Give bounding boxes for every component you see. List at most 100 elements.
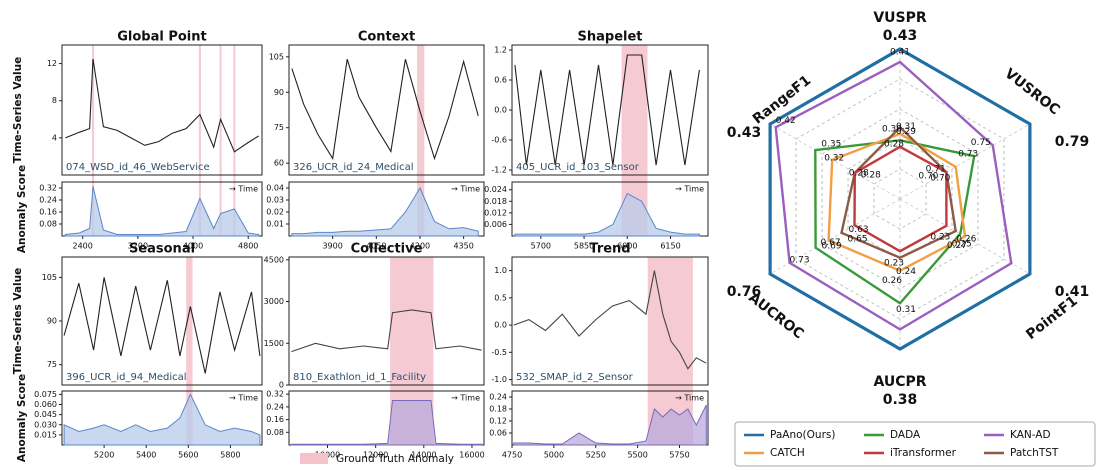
score-area xyxy=(291,186,479,237)
radar-axis-max: 0.38 xyxy=(883,392,918,408)
radar-value-label: 0.73 xyxy=(790,255,810,265)
dataset-label: 405_UCR_id_103_Sensor xyxy=(516,162,640,173)
radar-polygon xyxy=(814,139,976,305)
series-line xyxy=(65,58,259,153)
series-frame xyxy=(61,44,263,176)
x-tick-label: 5750 xyxy=(669,451,689,460)
time-label: → Time xyxy=(675,394,704,403)
x-tick-label: 2400 xyxy=(73,242,93,251)
x-tick-label: 5600 xyxy=(178,451,198,460)
score-tick-label: 0.015 xyxy=(34,430,57,439)
x-tick-label: 12000 xyxy=(363,451,388,460)
radar-value-label: 0.71 xyxy=(926,164,946,174)
y-tick-label: 12 xyxy=(47,59,57,68)
dataset-label: 396_UCR_id_94_Medical xyxy=(66,372,187,383)
legend-label: iTransformer xyxy=(890,447,957,459)
score-tick-label: 0.24 xyxy=(39,196,57,205)
radar-value-label: 0.30 xyxy=(882,124,902,134)
y-tick-label: -1.0 xyxy=(491,375,507,384)
anomaly-region xyxy=(233,45,236,236)
score-tick-label: 0.24 xyxy=(266,402,284,411)
radar-polygon xyxy=(768,47,1032,351)
score-tick-label: 0.060 xyxy=(34,400,57,409)
score-tick-label: 0.32 xyxy=(266,390,284,399)
anomaly-region xyxy=(198,45,201,236)
radar-value-label: 0.70 xyxy=(930,174,950,184)
score-tick-label: 0.04 xyxy=(266,184,284,193)
y-tick-label: 3000 xyxy=(264,297,284,306)
score-tick-label: 0.32 xyxy=(39,184,57,193)
x-tick-label: 5850 xyxy=(574,242,594,251)
x-tick-label: 5250 xyxy=(586,451,606,460)
score-area xyxy=(64,186,260,237)
radar-value-label: 0.28 xyxy=(849,168,869,178)
anomaly-region xyxy=(186,257,193,445)
dataset-label: 532_SMAP_id_2_Sensor xyxy=(516,372,634,383)
time-label: → Time xyxy=(451,394,480,403)
x-tick-label: 4000 xyxy=(183,242,203,251)
radar-value-label: 0.26 xyxy=(956,234,976,244)
series-frame xyxy=(288,256,485,386)
x-tick-label: 3200 xyxy=(128,242,148,251)
radar-value-label: 0.28 xyxy=(884,139,904,149)
series-frame xyxy=(511,44,709,176)
score-area xyxy=(63,393,261,446)
series-frame xyxy=(511,256,709,386)
series-frame xyxy=(61,256,263,386)
score-tick-label: 0.18 xyxy=(489,405,507,414)
y-axis-label: Time-Series Value xyxy=(12,268,24,375)
y-tick-label: 0.0 xyxy=(494,321,507,330)
y-tick-label: 90 xyxy=(47,317,57,326)
x-tick-label: 6150 xyxy=(660,242,680,251)
legend-label: Ground Truth Anomaly xyxy=(336,453,454,465)
x-tick-label: 6000 xyxy=(617,242,637,251)
x-tick-label: 4200 xyxy=(410,242,430,251)
x-tick-label: 5800 xyxy=(220,451,240,460)
series-frame xyxy=(288,44,485,176)
panel-title: Trend xyxy=(589,242,630,257)
y-tick-label: 75 xyxy=(274,123,284,132)
radar-axis-label: VUSPR xyxy=(873,10,927,26)
time-label: → Time xyxy=(229,185,258,194)
radar-polygon xyxy=(827,132,967,273)
radar-value-label: 0.41 xyxy=(890,48,910,58)
x-tick-label: 5700 xyxy=(531,242,551,251)
radar-value-label: 0.67 xyxy=(821,238,841,248)
y-tick-label: 0 xyxy=(279,381,284,390)
legend-label: PaAno(Ours) xyxy=(770,429,835,441)
radar-axis-max: 0.79 xyxy=(1055,134,1090,150)
radar-value-label: 0.35 xyxy=(821,140,841,150)
panel-title: Context xyxy=(358,30,415,45)
radar-value-label: 0.65 xyxy=(848,234,868,244)
score-tick-label: 0.01 xyxy=(266,220,284,229)
score-tick-label: 0.16 xyxy=(39,208,57,217)
y-tick-label: 105 xyxy=(42,273,57,282)
legend-box xyxy=(734,421,1096,467)
score-tick-label: 0.045 xyxy=(34,410,57,419)
score-tick-label: 0.08 xyxy=(39,220,57,229)
radar-polygon xyxy=(853,145,948,253)
radar-axis-label: VUSROC xyxy=(1001,66,1062,119)
score-tick-label: 0.16 xyxy=(266,415,284,424)
radar-value-label: 0.27 xyxy=(947,241,967,251)
score-tick-label: 0.24 xyxy=(489,393,507,402)
legend-label: KAN-AD xyxy=(1010,429,1051,441)
y-tick-label: 1500 xyxy=(264,339,284,348)
x-tick-label: 4800 xyxy=(238,242,258,251)
series-line xyxy=(291,309,482,353)
score-tick-label: 0.06 xyxy=(489,429,507,438)
radar-value-label: 0.24 xyxy=(896,267,916,277)
radar-value-label: 0.73 xyxy=(958,150,978,160)
score-area xyxy=(290,400,483,446)
x-tick-label: 5500 xyxy=(627,451,647,460)
anomaly-region xyxy=(92,45,95,236)
dataset-label: 326_UCR_id_24_Medical xyxy=(293,162,414,173)
radar-axis-max: 0.41 xyxy=(1055,284,1090,300)
panel-title: Shapelet xyxy=(578,30,643,45)
radar-spoke xyxy=(769,198,901,275)
y-axis-label: Time-Series Value xyxy=(12,57,24,164)
radar-value-label: 0.28 xyxy=(861,170,881,180)
radar-ring xyxy=(821,108,979,290)
legend-label: CATCH xyxy=(770,447,805,459)
radar-value-label: 0.26 xyxy=(882,276,902,286)
